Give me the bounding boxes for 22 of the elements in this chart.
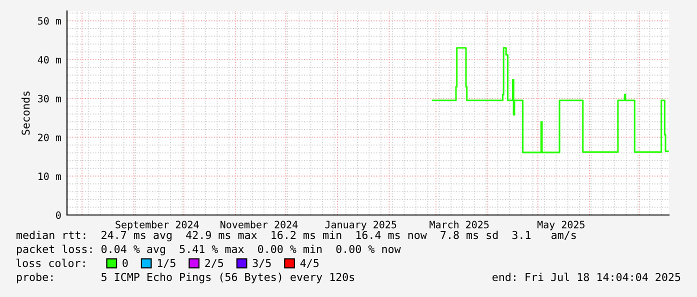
y-tick-label: 0 [56,211,61,219]
legend-label: 1/5 [158,259,176,268]
y-tick-label: 40 m [38,56,61,64]
text: end: Fri Jul 18 14:04:04 2025 [492,272,680,282]
x-tick-label: March 2025 [430,220,489,228]
text: median rtt: 24.7 ms avg 42.9 ms max 16.2 ms min 16.4 ms now 7.8 ms sd 3.1 am/s [16,230,576,242]
legend-label: 2/5 [205,258,224,268]
legend-label: 4/5 [300,259,319,268]
y-tick-label: 50 m [38,17,61,25]
text: packet loss: 0.04 % avg 5.41 % max 0.00 % min 0.00 % now [17,244,401,256]
y-tick-label: 20 m [38,134,61,142]
legend-label: 0 [122,258,128,268]
legend-label: 3/5 [252,258,271,268]
legend-title: loss color: [16,258,85,268]
x-tick-label: January 2025 [325,220,396,230]
y-tick-label: 10 m [38,172,61,180]
x-tick-label: May 2025 [538,220,584,230]
text: probe: 5 ICMP Echo Pings (56 Bytes) every 120s [17,272,354,284]
y-tick-label: 30 m [38,94,61,102]
y-axis-title: Seconds [21,92,30,135]
x-tick-label: September 2024 [116,220,199,230]
x-tick-label: November 2024 [220,220,298,228]
